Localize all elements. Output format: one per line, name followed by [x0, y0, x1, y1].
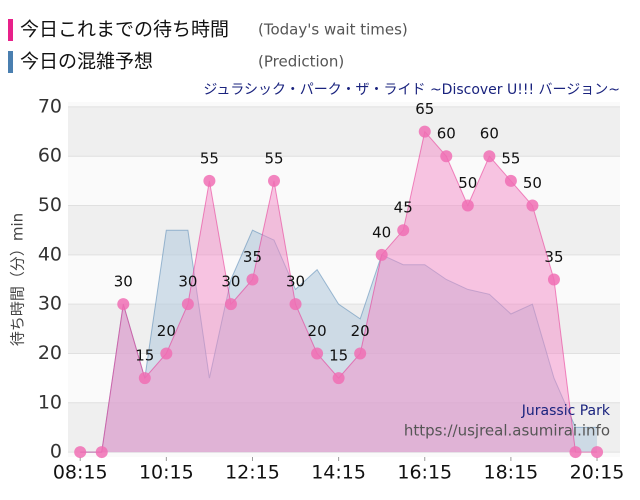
- data-point: [504, 174, 517, 187]
- legend-note: (Today's wait times): [258, 21, 408, 39]
- data-point: [418, 125, 431, 138]
- data-label: 30: [114, 273, 133, 291]
- y-tick-label: 10: [38, 391, 62, 413]
- data-point: [461, 199, 474, 212]
- legend-label: 今日の混雑予想: [20, 51, 153, 73]
- data-label: 20: [157, 322, 176, 340]
- data-point: [117, 298, 130, 311]
- data-point: [289, 298, 302, 311]
- data-point: [224, 298, 237, 311]
- legend-note: (Prediction): [258, 53, 344, 71]
- legend-label: 今日これまでの待ち時間: [20, 19, 229, 41]
- data-point: [397, 224, 410, 237]
- x-tick-label: 08:15: [53, 462, 108, 484]
- y-axis-label: 待ち時間（分）min: [9, 213, 27, 346]
- legend-swatch: [8, 51, 13, 73]
- data-label: 35: [544, 248, 563, 266]
- data-label: 35: [243, 248, 262, 266]
- grid-band: [68, 106, 620, 157]
- y-tick-label: 20: [38, 342, 62, 364]
- y-tick-label: 70: [38, 95, 62, 117]
- data-point: [246, 273, 259, 286]
- data-point: [138, 372, 151, 385]
- x-tick-label: 12:15: [225, 462, 280, 484]
- data-point: [354, 347, 367, 360]
- data-label: 30: [221, 273, 240, 291]
- data-point: [332, 372, 345, 385]
- data-label: 20: [351, 322, 370, 340]
- data-label: 60: [480, 125, 499, 143]
- data-label: 45: [394, 199, 413, 217]
- watermark: https://usjreal.asumirai.info: [404, 422, 610, 440]
- y-tick-label: 40: [38, 243, 62, 265]
- y-tick-label: 50: [38, 194, 62, 216]
- x-tick-label: 20:15: [570, 462, 625, 484]
- chart-title: ジュラシック・パーク・ザ・ライド ~Discover U!!! バージョン~: [203, 82, 620, 98]
- data-point: [268, 174, 281, 187]
- data-label: 30: [178, 273, 197, 291]
- data-point: [74, 446, 87, 459]
- data-point: [311, 347, 324, 360]
- x-tick-label: 18:15: [484, 462, 539, 484]
- data-label: 50: [523, 174, 542, 192]
- data-point: [547, 273, 560, 286]
- x-tick-label: 16:15: [397, 462, 452, 484]
- data-label: 15: [135, 347, 154, 365]
- data-point: [181, 298, 194, 311]
- data-point: [483, 150, 496, 163]
- data-label: 50: [458, 174, 477, 192]
- data-point: [95, 446, 108, 459]
- x-tick-label: 10:15: [139, 462, 194, 484]
- data-point: [375, 248, 388, 261]
- x-tick-label: 14:15: [311, 462, 366, 484]
- data-point: [203, 174, 216, 187]
- watermark: Jurassic Park: [521, 403, 611, 419]
- data-point: [591, 446, 604, 459]
- data-point: [569, 446, 582, 459]
- data-label: 20: [308, 322, 327, 340]
- data-label: 65: [415, 100, 434, 118]
- data-label: 30: [286, 273, 305, 291]
- data-point: [440, 150, 453, 163]
- data-label: 55: [501, 149, 520, 167]
- y-tick-label: 30: [38, 293, 62, 315]
- area-fill: [80, 131, 598, 453]
- data-label: 40: [372, 223, 391, 241]
- data-label: 55: [200, 149, 219, 167]
- data-label: 15: [329, 347, 348, 365]
- y-tick-label: 0: [50, 441, 62, 463]
- data-label: 60: [437, 125, 456, 143]
- legend-swatch: [8, 19, 13, 41]
- data-point: [526, 199, 539, 212]
- y-tick-label: 60: [38, 145, 62, 167]
- data-point: [160, 347, 173, 360]
- data-label: 55: [264, 149, 283, 167]
